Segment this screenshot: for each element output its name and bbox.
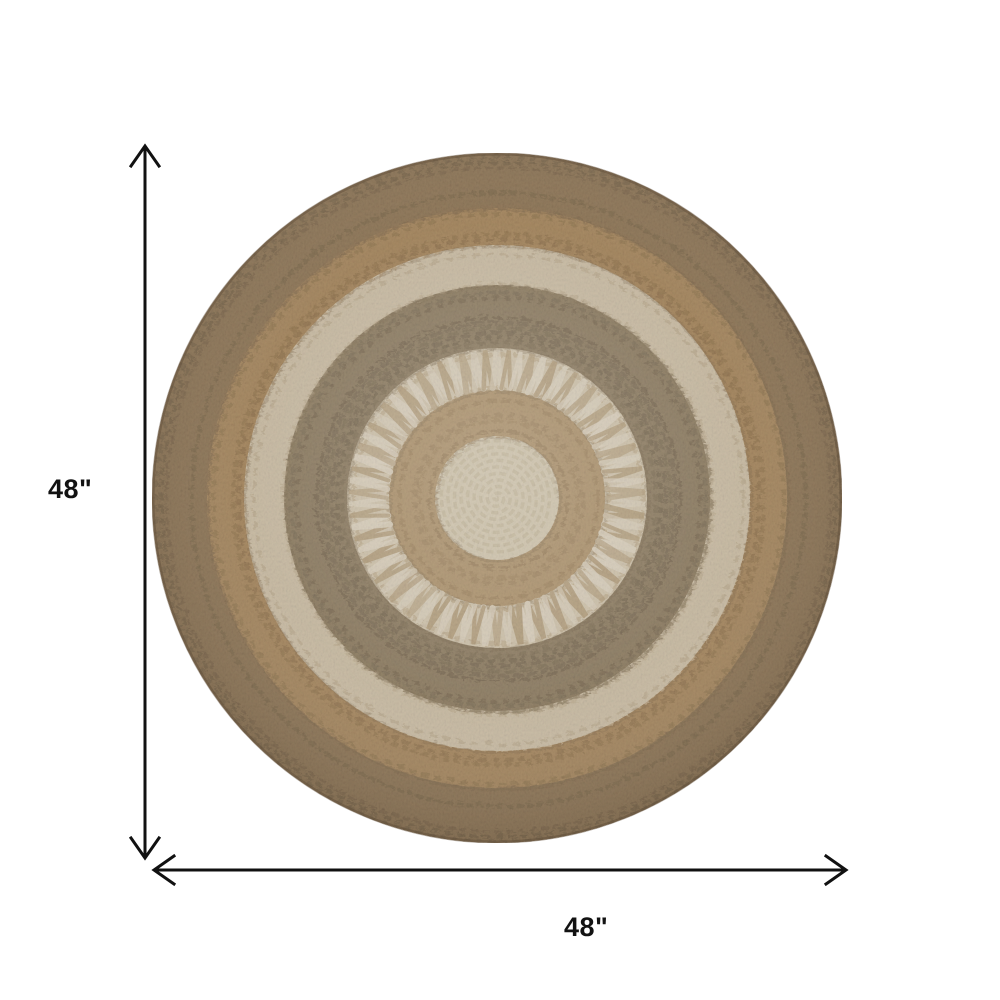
horizontal-arrowhead-left	[151, 853, 177, 887]
rug-illustration	[152, 153, 842, 843]
rug-shading	[152, 153, 842, 843]
horizontal-dimension-label: 48"	[564, 912, 609, 942]
horizontal-arrowhead-right	[823, 853, 849, 887]
vertical-dimension-label: 48"	[48, 474, 93, 504]
rug-edge	[152, 153, 842, 843]
round-jute-rug-image	[152, 153, 842, 843]
